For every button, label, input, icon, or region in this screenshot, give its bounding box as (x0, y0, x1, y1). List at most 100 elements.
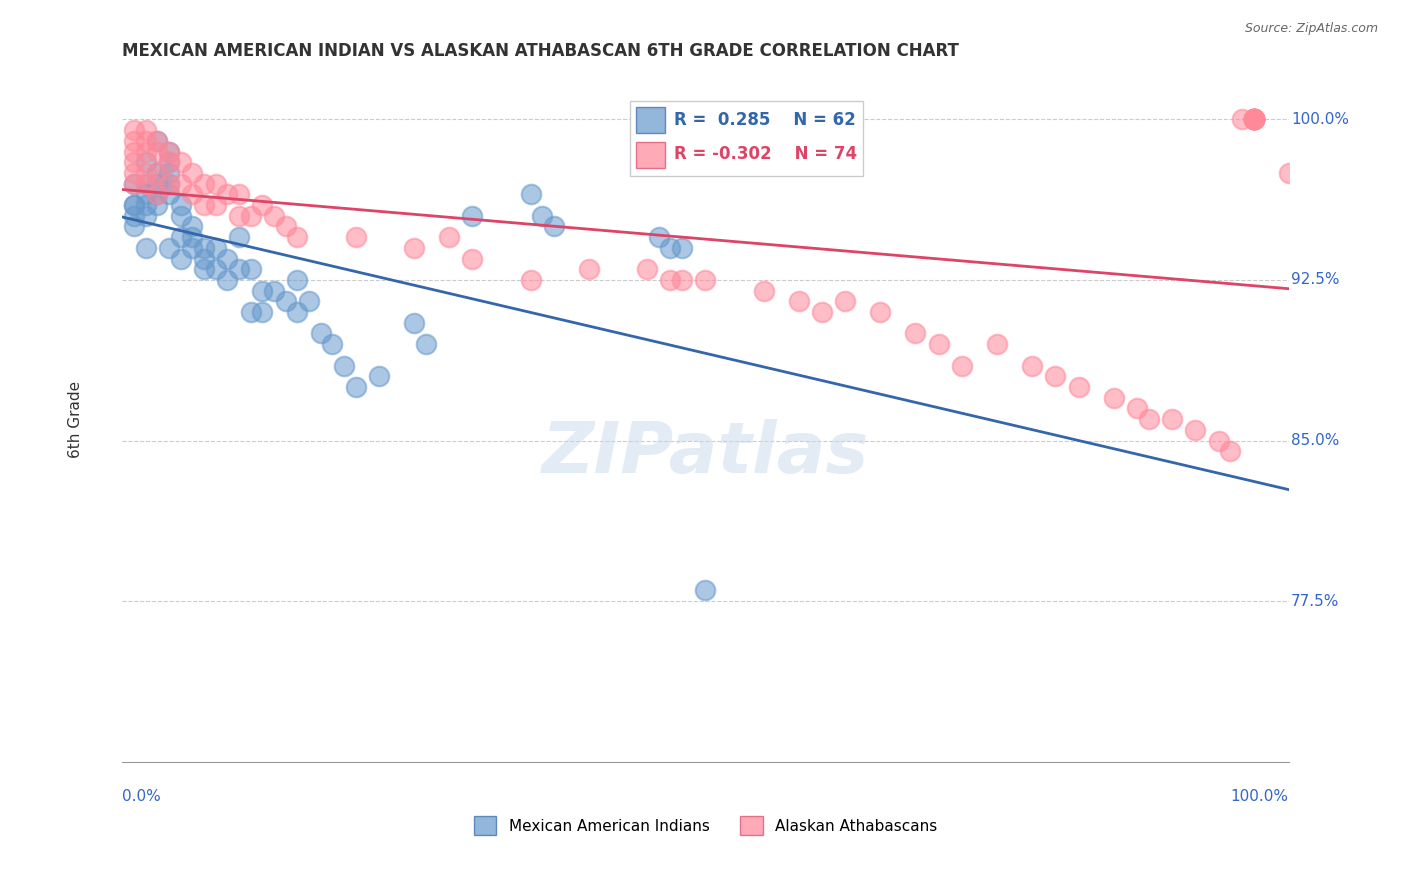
Point (239, 305, 262, 319)
Point (135, 209, 157, 223)
Text: 100.0%: 100.0% (1291, 112, 1348, 127)
Point (122, 177, 145, 191)
Point (122, 166, 145, 180)
Point (285, 230, 308, 244)
Point (659, 241, 682, 255)
Point (135, 198, 157, 212)
Point (135, 145, 157, 159)
Point (263, 209, 285, 223)
Point (122, 209, 145, 223)
Point (519, 273, 541, 287)
Point (437, 230, 460, 244)
Point (1208, 434, 1230, 448)
Point (367, 369, 389, 384)
Point (181, 166, 204, 180)
Point (146, 177, 169, 191)
Point (181, 187, 204, 202)
Point (122, 123, 145, 137)
Point (135, 155, 157, 169)
Point (169, 155, 191, 169)
Text: 6th Grade: 6th Grade (67, 381, 83, 458)
Text: 77.5%: 77.5% (1291, 593, 1340, 608)
Point (169, 209, 191, 223)
Point (146, 198, 169, 212)
Point (531, 209, 554, 223)
Point (228, 230, 250, 244)
Point (344, 230, 367, 244)
Point (671, 273, 693, 287)
Text: 85.0%: 85.0% (1291, 433, 1340, 448)
Point (169, 198, 191, 212)
Point (157, 241, 180, 255)
FancyBboxPatch shape (630, 101, 863, 176)
Point (193, 252, 215, 266)
Point (671, 241, 693, 255)
Point (1278, 166, 1301, 180)
Point (146, 166, 169, 180)
FancyBboxPatch shape (636, 142, 665, 168)
Point (636, 262, 658, 277)
Point (461, 252, 484, 266)
Point (752, 284, 775, 298)
Point (1137, 412, 1160, 426)
Point (146, 187, 169, 202)
Point (135, 241, 157, 255)
Point (146, 134, 169, 148)
Point (986, 337, 1008, 351)
Point (402, 241, 425, 255)
Point (157, 155, 180, 169)
Point (344, 380, 367, 394)
Point (787, 294, 810, 309)
Point (204, 198, 226, 212)
Point (415, 337, 437, 351)
Point (135, 187, 157, 202)
Point (333, 359, 356, 373)
Point (695, 273, 717, 287)
Point (252, 284, 274, 298)
Point (122, 145, 145, 159)
Text: ZIPatlas: ZIPatlas (541, 419, 869, 488)
Point (578, 262, 600, 277)
Point (543, 219, 565, 234)
Text: R = -0.302    N = 74: R = -0.302 N = 74 (673, 145, 858, 163)
Point (274, 219, 297, 234)
Point (1243, 112, 1265, 127)
Point (157, 177, 180, 191)
Point (135, 123, 157, 137)
Point (239, 209, 262, 223)
Point (1161, 412, 1184, 426)
Point (135, 177, 157, 191)
Point (169, 252, 191, 266)
Point (1243, 112, 1265, 127)
Point (239, 262, 262, 277)
Point (519, 187, 541, 202)
Point (122, 198, 145, 212)
Point (298, 294, 321, 309)
Point (146, 166, 169, 180)
Point (1045, 369, 1067, 384)
Point (695, 583, 717, 598)
Point (228, 262, 250, 277)
Point (169, 177, 191, 191)
Point (217, 187, 239, 202)
Point (904, 326, 927, 341)
Point (122, 155, 145, 169)
Legend: Mexican American Indians, Alaskan Athabascans: Mexican American Indians, Alaskan Athaba… (467, 810, 943, 841)
Text: 0.0%: 0.0% (122, 789, 162, 804)
Point (1243, 112, 1265, 127)
Point (228, 187, 250, 202)
Text: MEXICAN AMERICAN INDIAN VS ALASKAN ATHABASCAN 6TH GRADE CORRELATION CHART: MEXICAN AMERICAN INDIAN VS ALASKAN ATHAB… (122, 42, 959, 60)
Text: R =  0.285    N = 62: R = 0.285 N = 62 (673, 111, 856, 128)
Point (1067, 380, 1090, 394)
FancyBboxPatch shape (636, 107, 665, 134)
Point (1243, 112, 1265, 127)
Point (122, 219, 145, 234)
Point (157, 145, 180, 159)
Point (193, 198, 215, 212)
Point (1230, 112, 1253, 127)
Point (252, 305, 274, 319)
Point (1243, 112, 1265, 127)
Point (402, 316, 425, 330)
Point (461, 209, 484, 223)
Point (122, 134, 145, 148)
